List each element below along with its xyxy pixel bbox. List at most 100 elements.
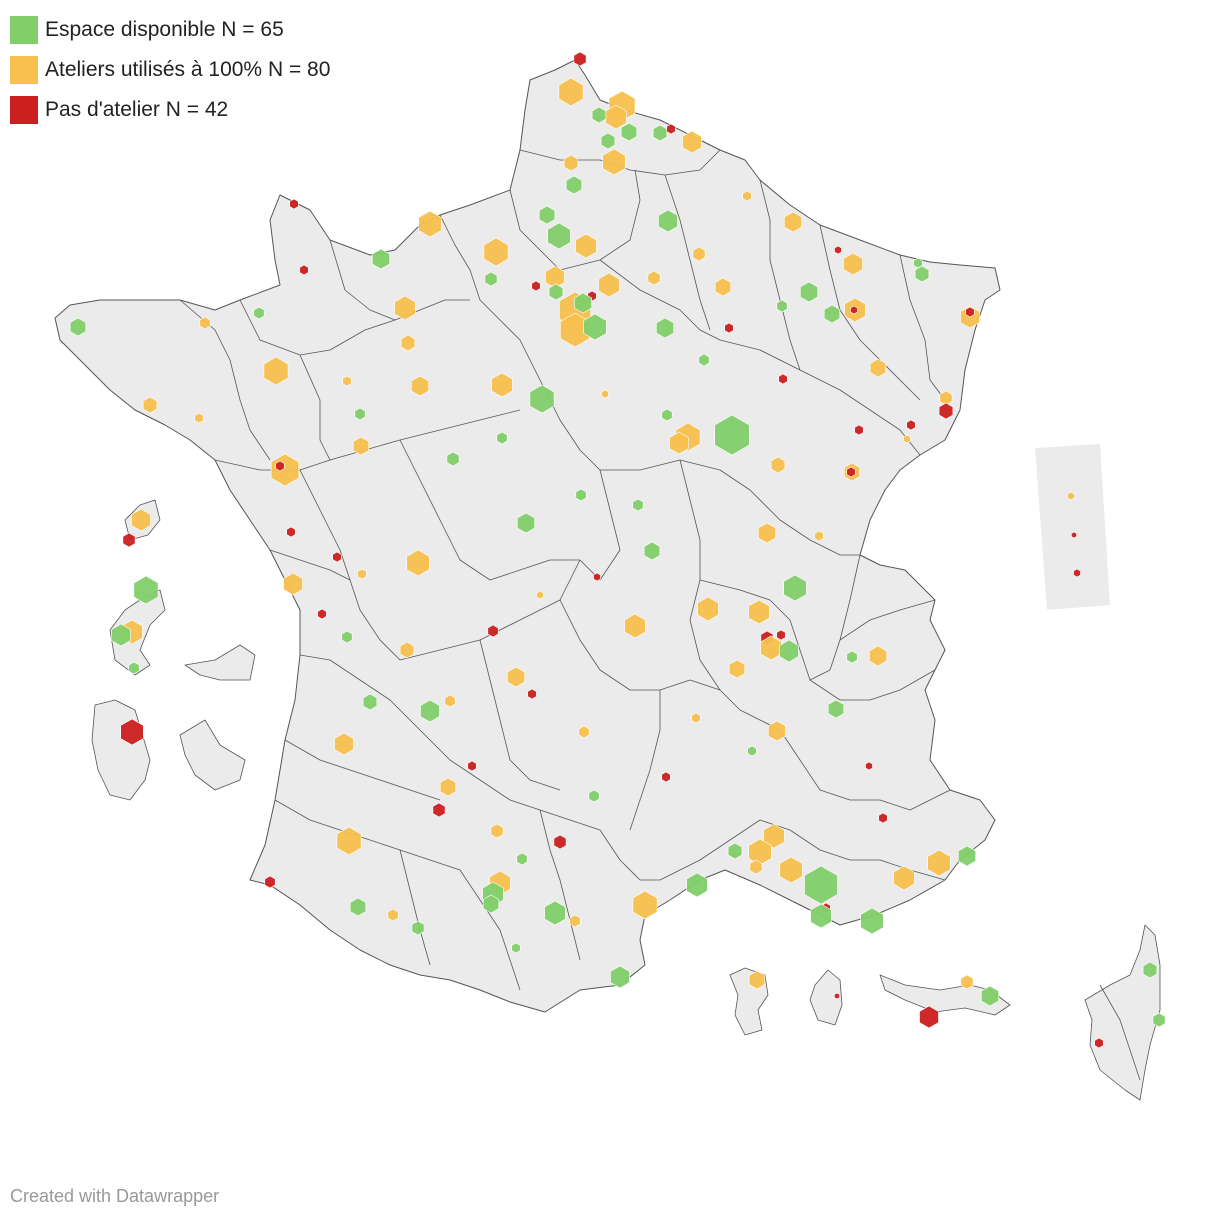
hex-marker-orange[interactable] [342, 375, 352, 387]
hex-marker-orange[interactable] [444, 694, 456, 708]
footer-credit[interactable]: Created with Datawrapper [10, 1186, 220, 1206]
hex-marker-green[interactable] [349, 897, 367, 917]
hex-marker-green[interactable] [575, 488, 587, 502]
hex-marker-red[interactable] [865, 761, 873, 771]
hex-marker-orange[interactable] [868, 645, 888, 667]
hex-marker-orange[interactable] [843, 252, 863, 276]
hex-marker-green[interactable] [632, 498, 644, 512]
hex-marker-red[interactable] [593, 572, 601, 582]
hex-marker-green[interactable] [411, 920, 425, 936]
hex-marker-red[interactable] [906, 419, 916, 431]
hex-marker-red[interactable] [487, 624, 499, 638]
hex-marker-orange[interactable] [748, 599, 770, 625]
hex-marker-red[interactable] [938, 402, 954, 420]
hex-marker-orange[interactable] [575, 233, 597, 259]
hex-marker-orange[interactable] [624, 613, 646, 639]
hex-marker-green[interactable] [516, 512, 536, 534]
hex-marker-green[interactable] [341, 630, 353, 644]
hex-marker-orange[interactable] [410, 375, 430, 397]
hex-marker-orange[interactable] [483, 237, 509, 267]
hex-marker-green[interactable] [1152, 1012, 1166, 1028]
hex-marker-red[interactable] [467, 760, 477, 772]
hex-marker-green[interactable] [860, 907, 884, 935]
hex-marker-red[interactable] [834, 245, 842, 255]
hex-marker-red[interactable] [724, 322, 734, 334]
hex-marker-red[interactable] [878, 812, 888, 824]
hex-marker-orange[interactable] [869, 358, 887, 378]
hex-marker-red[interactable] [1073, 568, 1081, 578]
hex-marker-green[interactable] [823, 304, 841, 324]
hex-marker-green[interactable] [610, 965, 630, 989]
hex-marker-orange[interactable] [394, 295, 416, 321]
hex-marker-green[interactable] [779, 639, 799, 663]
hex-marker-green[interactable] [686, 872, 708, 898]
hex-marker-green[interactable] [827, 699, 845, 719]
hex-marker-green[interactable] [548, 283, 564, 301]
hex-marker-orange[interactable] [418, 210, 442, 238]
hex-marker-orange[interactable] [960, 974, 974, 990]
hex-marker-orange[interactable] [728, 659, 746, 679]
hex-marker-orange[interactable] [357, 568, 367, 580]
hex-marker-orange[interactable] [199, 316, 211, 330]
hex-marker-red[interactable] [275, 460, 285, 472]
hex-marker-green[interactable] [846, 650, 858, 664]
hex-marker-orange[interactable] [669, 431, 689, 455]
hex-marker-green[interactable] [544, 900, 566, 926]
hex-marker-green[interactable] [111, 623, 131, 647]
hex-marker-red[interactable] [264, 875, 276, 889]
hex-marker-green[interactable] [253, 306, 265, 320]
hex-marker-red[interactable] [299, 264, 309, 276]
hex-marker-red[interactable] [850, 305, 858, 315]
hex-marker-orange[interactable] [1067, 491, 1075, 501]
hex-marker-red[interactable] [120, 718, 144, 746]
hex-marker-green[interactable] [511, 942, 521, 954]
hex-marker-green[interactable] [484, 271, 498, 287]
hex-marker-orange[interactable] [336, 826, 362, 856]
hex-marker-orange[interactable] [283, 572, 303, 596]
hex-marker-green[interactable] [591, 106, 607, 124]
hex-marker-orange[interactable] [578, 725, 590, 739]
hex-marker-orange[interactable] [767, 720, 787, 742]
hex-marker-orange[interactable] [406, 549, 430, 577]
hex-marker-orange[interactable] [697, 596, 719, 622]
hex-marker-green[interactable] [420, 699, 440, 723]
hex-marker-green[interactable] [914, 265, 930, 283]
hex-marker-green[interactable] [371, 248, 391, 270]
hex-marker-green[interactable] [529, 384, 555, 414]
hex-marker-red[interactable] [573, 51, 587, 67]
hex-marker-green[interactable] [698, 353, 710, 367]
hex-marker-green[interactable] [661, 408, 673, 422]
hex-marker-green[interactable] [446, 451, 460, 467]
hex-marker-orange[interactable] [748, 970, 766, 990]
hex-marker-orange[interactable] [760, 635, 782, 661]
hex-marker-orange[interactable] [682, 130, 702, 154]
hex-marker-orange[interactable] [352, 436, 370, 456]
hex-marker-green[interactable] [565, 175, 583, 195]
hex-marker-orange[interactable] [506, 666, 526, 688]
hex-marker-orange[interactable] [598, 272, 620, 298]
hex-marker-green[interactable] [714, 414, 750, 456]
hex-marker-green[interactable] [747, 745, 757, 757]
hex-marker-red[interactable] [854, 424, 864, 436]
hex-marker-red[interactable] [122, 532, 136, 548]
hex-marker-green[interactable] [482, 894, 500, 914]
hex-marker-orange[interactable] [632, 890, 658, 920]
hex-marker-green[interactable] [783, 574, 807, 602]
hex-marker-green[interactable] [957, 845, 977, 867]
hex-marker-red[interactable] [661, 771, 671, 783]
hex-marker-red[interactable] [531, 280, 541, 292]
hex-marker-orange[interactable] [536, 590, 544, 600]
hex-marker-green[interactable] [810, 903, 832, 929]
hex-marker-red[interactable] [332, 551, 342, 563]
hex-marker-orange[interactable] [783, 211, 803, 233]
hex-marker-green[interactable] [133, 575, 159, 605]
hex-marker-orange[interactable] [439, 777, 457, 797]
hex-marker-red[interactable] [778, 373, 788, 385]
hex-marker-orange[interactable] [491, 372, 513, 398]
hex-marker-red[interactable] [317, 608, 327, 620]
hex-marker-red[interactable] [834, 992, 840, 1000]
hex-marker-orange[interactable] [903, 434, 911, 444]
hex-marker-green[interactable] [354, 407, 366, 421]
hex-marker-green[interactable] [128, 661, 140, 675]
hex-marker-green[interactable] [980, 985, 1000, 1007]
